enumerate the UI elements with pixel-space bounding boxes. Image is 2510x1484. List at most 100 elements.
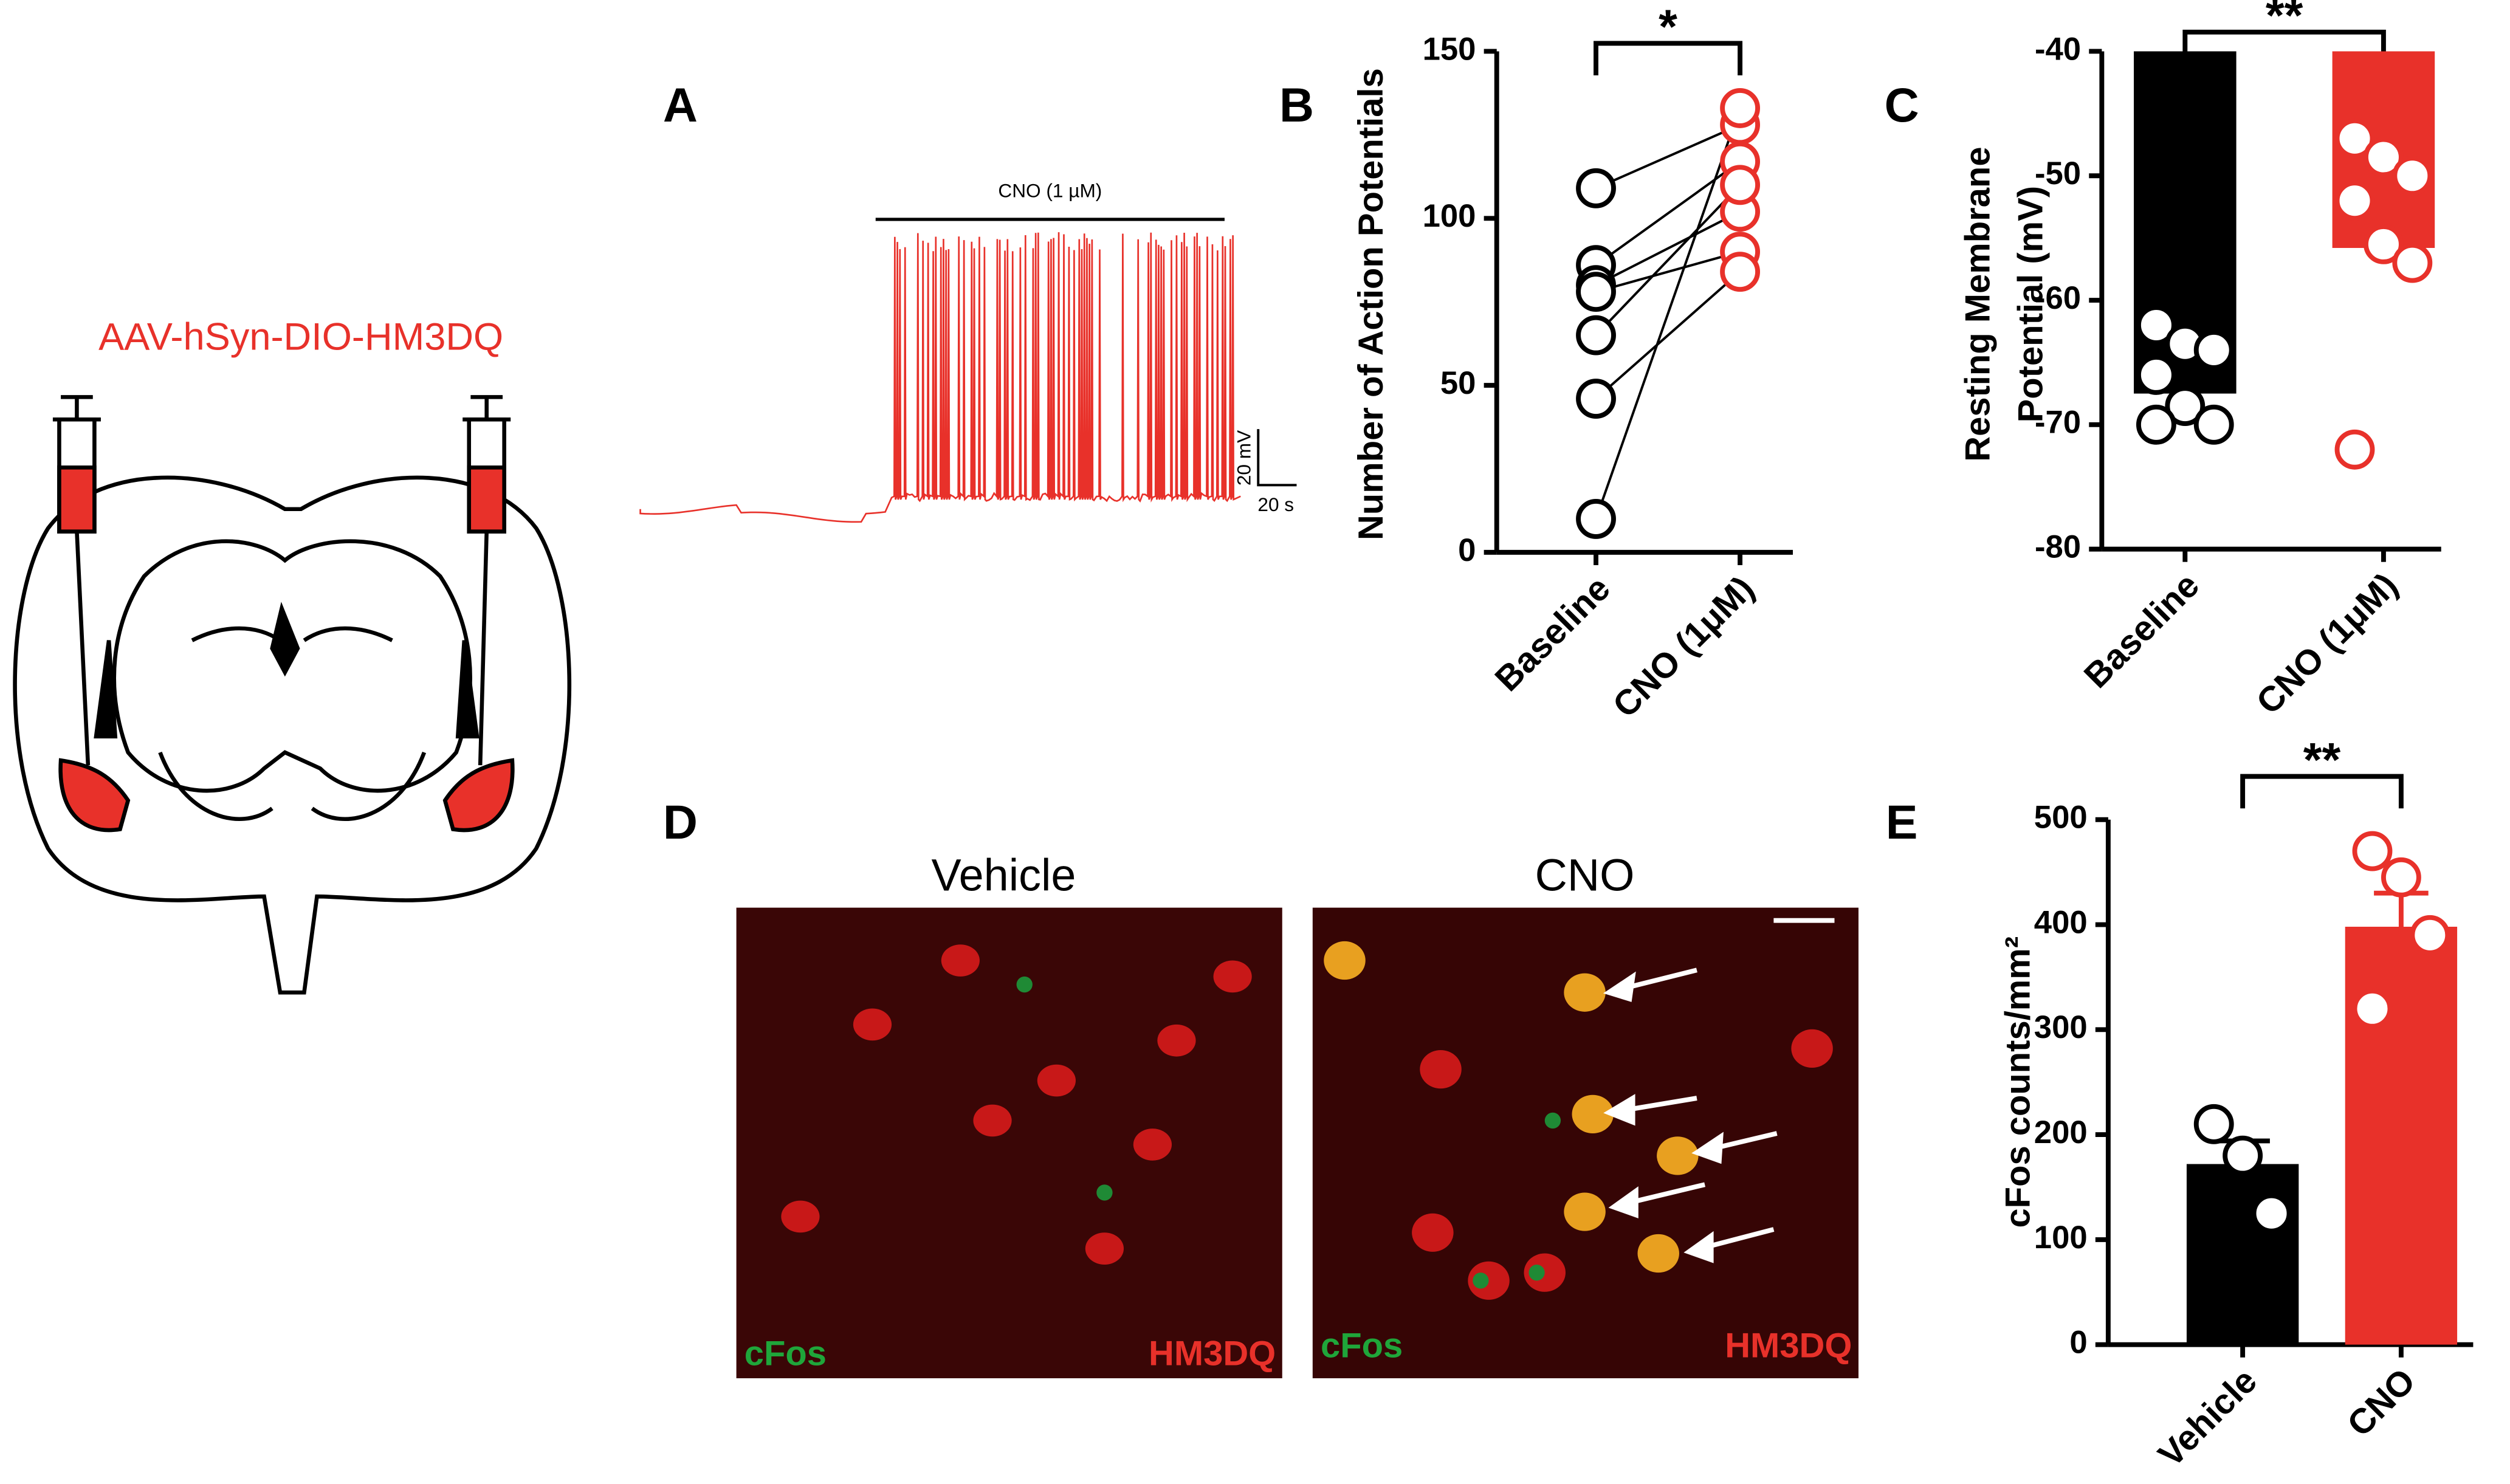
data-point [2392, 242, 2433, 283]
significance-bracket [2182, 29, 2386, 64]
x-tick-label: Vehicle [2151, 1361, 2264, 1474]
cell [1564, 973, 1606, 1012]
data-point [2334, 429, 2375, 470]
data-point [1576, 379, 1616, 419]
bar [2186, 1164, 2299, 1345]
panel-letter: A [663, 78, 698, 132]
cell [1528, 1264, 1545, 1281]
arrows [1603, 967, 1778, 1263]
pair-line [1595, 184, 1741, 336]
y-tick-label: 0 [1458, 532, 1476, 568]
significance-bracket [1594, 41, 1743, 75]
y-axis-label: cFos counts/mm² [1998, 936, 2037, 1228]
pair-line [1595, 210, 1741, 286]
data-point [2223, 1135, 2263, 1176]
data-point [1720, 252, 1761, 292]
drug-label: CNO (1 µM) [998, 180, 1102, 202]
data-point [1576, 272, 1616, 312]
voltage-trace [639, 232, 1241, 523]
data-point [2193, 330, 2234, 370]
y-tick-label: -50 [2035, 156, 2081, 191]
data-point [1720, 88, 1761, 128]
data-point [2136, 404, 2176, 445]
cell [1524, 1253, 1566, 1292]
cell [1468, 1261, 1510, 1300]
data-point [2363, 224, 2404, 264]
channel-label: cFos [744, 1334, 827, 1373]
data-point [2363, 137, 2404, 177]
cell [1637, 1234, 1679, 1273]
cell [1657, 1136, 1699, 1175]
y-tick-label: -60 [2035, 280, 2081, 316]
data-point [2193, 404, 2234, 445]
panel-letter: D [663, 795, 698, 849]
data-point [1576, 168, 1616, 208]
cell [853, 1008, 892, 1041]
cell [1473, 1273, 1489, 1289]
x-tick-label: CNO (1μM) [2249, 566, 2405, 722]
y-tick-label: -40 [2035, 31, 2081, 67]
x-tick-label: CNO [2340, 1361, 2422, 1444]
cell [1412, 1213, 1454, 1252]
bar [2345, 926, 2458, 1345]
y-tick-label: 100 [1423, 198, 1476, 234]
cell [1157, 1024, 1196, 1057]
data-point [2251, 1193, 2292, 1234]
data-point [2334, 180, 2375, 221]
y-axis-label: Potential (mV) [2011, 186, 2050, 423]
data-point [2193, 1104, 2234, 1144]
panel-letter: E [1886, 795, 1918, 849]
cell [1096, 1184, 1113, 1201]
cell [973, 1104, 1012, 1137]
y-tick-label: 0 [2069, 1325, 2087, 1361]
y-axis-label: Number of Action Potentials [1352, 68, 1391, 540]
cell [1213, 960, 1252, 993]
scale-y-label: 20 mV [1233, 430, 1255, 486]
data-point [1720, 165, 1761, 205]
cell [1037, 1064, 1076, 1097]
scale-x-label: 20 s [1257, 493, 1294, 515]
data-point [2136, 354, 2176, 395]
image-title: CNO [1535, 850, 1635, 901]
cell [781, 1200, 820, 1233]
channel-label: HM3DQ [1725, 1326, 1852, 1365]
significance-bracket [2240, 774, 2404, 809]
y-tick-label: 50 [1440, 365, 1476, 401]
y-tick-label: -70 [2035, 405, 2081, 441]
pair-line [1595, 270, 1741, 400]
cell [1420, 1050, 1462, 1089]
cell [1544, 1112, 1561, 1129]
brain-diagram [13, 395, 572, 995]
y-tick-label: 300 [2034, 1009, 2088, 1045]
panel-letter: B [1279, 78, 1314, 132]
y-tick-label: 400 [2034, 904, 2088, 940]
cell [1791, 1029, 1833, 1068]
data-point [2352, 988, 2393, 1029]
scale-bar [1257, 429, 1297, 487]
data-point [2352, 831, 2393, 871]
data-point [2136, 305, 2176, 345]
pair-line [1595, 108, 1741, 520]
virus-label: AAV-hSyn-DIO-HM3DQ [98, 315, 503, 358]
y-tick-label: 150 [1423, 31, 1476, 67]
significance-label: ** [2266, 0, 2303, 43]
image-title: Vehicle [932, 850, 1076, 901]
y-tick-label: -80 [2035, 529, 2081, 565]
cell [1324, 941, 1366, 980]
micrograph [736, 907, 1282, 1378]
cells [781, 941, 1833, 1300]
data-point [2334, 118, 2375, 159]
panel-letter: C [1885, 78, 1919, 132]
significance-label: ** [2303, 732, 2341, 786]
data-point [2392, 156, 2433, 196]
significance-label: * [1659, 0, 1677, 53]
pair-line [1595, 250, 1741, 294]
data-point [2410, 915, 2450, 955]
x-tick-label: Baseline [2077, 566, 2207, 696]
x-tick-label: Baseline [1488, 569, 1618, 699]
x-tick-label: CNO (1μM) [1606, 569, 1762, 725]
channel-label: cFos [1321, 1326, 1403, 1365]
cell [1564, 1192, 1606, 1231]
